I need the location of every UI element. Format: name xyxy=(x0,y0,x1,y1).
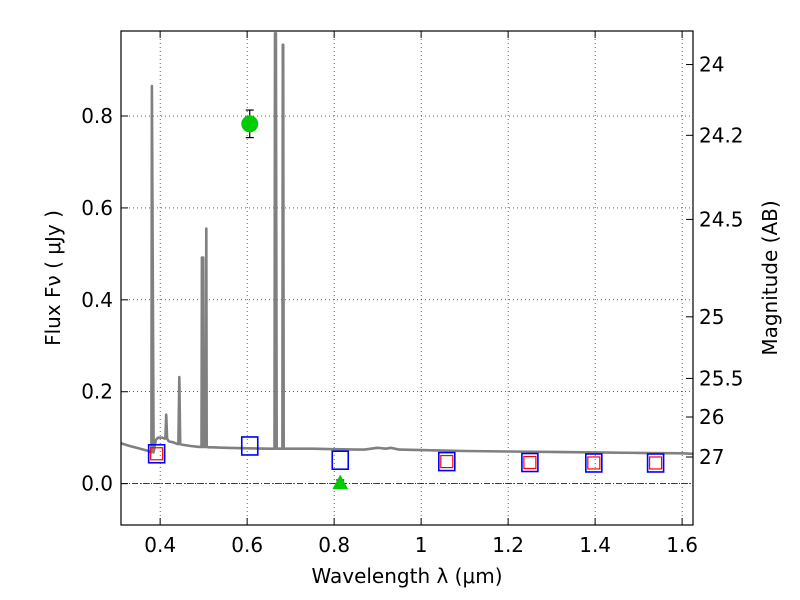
plot-frame xyxy=(120,30,694,526)
inner-point xyxy=(150,447,164,461)
y2-tick-label: 24.5 xyxy=(699,207,744,231)
y-tick-label: 0.8 xyxy=(81,104,113,128)
x-tick-label: 0.6 xyxy=(231,533,263,557)
inner-point xyxy=(648,456,663,470)
y2-tick-label: 26 xyxy=(699,405,724,429)
inner-point xyxy=(523,455,537,470)
y2-tick-label: 25 xyxy=(699,305,724,329)
axis-ticks: 0.4 0.6 0.8 1 1.2 1.4 1.6 0.0 0.2 0.4 0.6 0.8 24 24.2… xyxy=(81,31,744,557)
model-point xyxy=(585,453,603,473)
model-point xyxy=(240,436,259,456)
model-point xyxy=(147,443,166,464)
x-tick-label: 1 xyxy=(415,533,428,557)
y-tick-label: 0.0 xyxy=(81,472,113,496)
y-tick-label: 0.4 xyxy=(81,288,113,312)
y2-tick-label: 24 xyxy=(699,53,724,77)
y2-tick-label: 27 xyxy=(699,445,724,469)
model-point xyxy=(521,452,539,473)
observed-point xyxy=(241,115,259,133)
y2-tick-label: 25.5 xyxy=(699,366,744,390)
inner-point xyxy=(440,454,454,469)
y-axis-title: Flux Fν ( μJy ) xyxy=(41,210,65,346)
y-tick-label: 0.2 xyxy=(81,380,113,404)
x-tick-label: 1.2 xyxy=(492,533,524,557)
upper-limit-point xyxy=(332,474,349,490)
inner-point xyxy=(587,456,601,470)
y2-axis-title: Magnitude (AB) xyxy=(758,200,782,355)
y2-tick-label: 24.2 xyxy=(699,123,744,147)
x-tick-label: 1.6 xyxy=(666,533,698,557)
model-point xyxy=(438,451,456,472)
x-tick-label: 1.4 xyxy=(579,533,611,557)
y-tick-label: 0.6 xyxy=(81,196,113,220)
spectrum-line xyxy=(120,31,694,456)
x-tick-label: 0.8 xyxy=(318,533,350,557)
x-tick-label: 0.4 xyxy=(144,533,176,557)
model-point xyxy=(646,453,665,473)
model-point xyxy=(331,450,350,471)
grid-lines xyxy=(121,31,693,525)
series-layer xyxy=(120,31,694,490)
x-axis-title: Wavelength λ (μm) xyxy=(311,564,502,588)
